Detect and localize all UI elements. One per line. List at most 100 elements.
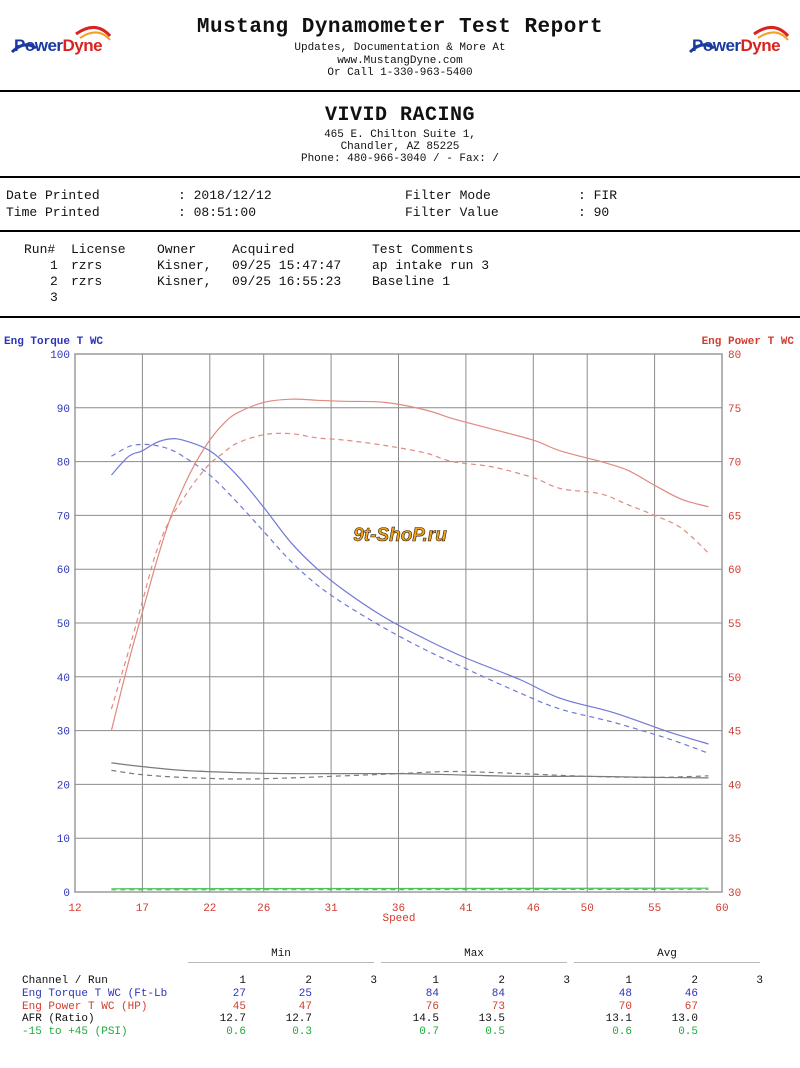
x-tick-label: 22 — [203, 903, 216, 915]
summary-value: 0.6 — [226, 1025, 246, 1038]
y-right-tick-label: 35 — [728, 834, 741, 846]
summary-value: 25 — [298, 988, 312, 1000]
run-acquired: 09/25 16:55:23 — [232, 274, 342, 289]
shop-address-2: Chandler, AZ 85225 — [340, 141, 460, 153]
summary-group-min: Min — [271, 948, 291, 960]
runs-header-run: Run# — [24, 242, 56, 257]
watermark-logo: 9t-ShoP.ru — [353, 525, 447, 546]
summary-value: 14.5 — [412, 1013, 439, 1025]
divider — [0, 316, 800, 318]
run-owner: Kisner, — [157, 258, 212, 273]
logo-text-power: Power — [14, 36, 63, 55]
run-number: 3 — [50, 290, 58, 305]
y-right-tick-label: 60 — [728, 565, 741, 577]
y-left-tick-label: 70 — [57, 511, 70, 523]
date-printed-label: Date Printed — [6, 188, 100, 203]
logo-swoosh-icon — [688, 26, 790, 54]
left-axis-title: Eng Torque T WC — [4, 336, 104, 348]
y-left-tick-label: 50 — [57, 619, 70, 631]
runs-header-acquired: Acquired — [232, 242, 295, 257]
summary-value: 73 — [491, 1000, 505, 1013]
summary-run-header: 1 — [239, 975, 246, 987]
filter-mode-value: : FIR — [578, 188, 618, 203]
y-left-tick-label: 100 — [50, 350, 70, 362]
summary-value: 46 — [684, 988, 698, 1000]
shop-name: VIVID RACING — [324, 104, 476, 127]
filter-value-label: Filter Value — [405, 205, 499, 220]
summary-value: 0.7 — [419, 1025, 439, 1038]
run-acquired: 09/25 15:47:47 — [232, 258, 342, 273]
summary-divider — [574, 962, 760, 963]
shop-address-1: 465 E. Chilton Suite 1, — [324, 129, 476, 141]
time-printed-value: : 08:51:00 — [178, 205, 257, 220]
summary-value: 67 — [684, 1000, 698, 1013]
right-axis-title: Eng Power T WC — [701, 336, 794, 348]
time-printed-label: Time Printed — [6, 205, 100, 220]
summary-run-header: 3 — [563, 975, 570, 987]
y-left-tick-label: 40 — [57, 673, 70, 685]
summary-value: 27 — [232, 988, 246, 1000]
filter-value-value: : 90 — [578, 205, 610, 220]
y-left-tick-label: 30 — [57, 727, 70, 739]
y-left-tick-label: 60 — [57, 565, 70, 577]
run-license: rzrs — [71, 274, 103, 289]
filter-mode-label: Filter Mode — [405, 188, 491, 203]
y-left-tick-label: 90 — [57, 404, 70, 416]
summary-row-label: -15 to +45 (PSI) — [22, 1025, 128, 1038]
x-tick-label: 60 — [715, 903, 728, 915]
divider — [0, 230, 800, 232]
y-left-tick-label: 80 — [57, 458, 70, 470]
logo-swoosh-icon — [10, 26, 112, 54]
x-tick-label: 26 — [257, 903, 270, 915]
divider — [0, 90, 800, 92]
logo-text-dyne: Dyne — [740, 36, 781, 55]
summary-value: 48 — [618, 988, 632, 1000]
y-left-tick-label: 20 — [57, 780, 70, 792]
powerdyne-logo-right: PowerDyne — [684, 18, 794, 64]
series-line-afr-ratio-run-2 — [111, 769, 709, 780]
run-comment: ap intake run 3 — [372, 258, 490, 273]
summary-value: 76 — [425, 1000, 439, 1013]
summary-group-avg: Avg — [657, 948, 677, 960]
summary-run-header: 1 — [625, 975, 632, 987]
summary-value: 84 — [491, 988, 505, 1000]
run-number: 2 — [50, 274, 58, 289]
summary-run-header: 1 — [432, 975, 439, 987]
y-right-tick-label: 55 — [728, 619, 741, 631]
summary-run-header: 3 — [756, 975, 763, 987]
x-axis-label: Speed — [382, 913, 415, 925]
summary-value: 47 — [298, 1000, 312, 1013]
chart-ticks: 12 17 22 26 31 36 41 46 50 55 60 0 10 20 30 40 50 60 70 80 9… — [50, 350, 741, 915]
series-line--15-to-45-psi-run-1 — [111, 887, 709, 890]
series-line--15-to-45-psi-run-2 — [111, 888, 709, 891]
series-line-eng-power-t-wc-hp-run-1 — [110, 398, 709, 731]
series-line-eng-power-t-wc-hp-run-2 — [110, 432, 709, 710]
y-right-tick-label: 75 — [728, 404, 741, 416]
summary-value: 70 — [618, 1000, 632, 1013]
shop-phone: Phone: 480-966-3040 / - Fax: / — [300, 153, 500, 165]
y-right-tick-label: 80 — [728, 350, 741, 362]
summary-value: 0.5 — [678, 1025, 698, 1038]
date-printed-value: : 2018/12/12 — [178, 188, 272, 203]
runs-header-owner: Owner — [157, 242, 197, 257]
x-tick-label: 41 — [459, 903, 473, 915]
y-right-tick-label: 40 — [728, 780, 741, 792]
summary-channel-header: Channel / Run — [22, 975, 108, 987]
runs-header-license: License — [71, 242, 126, 257]
summary-value: 84 — [425, 988, 439, 1000]
divider — [0, 176, 800, 178]
summary-value: 12.7 — [219, 1013, 246, 1025]
logo-text-power: Power — [692, 36, 741, 55]
header-phone: Or Call 1-330-963-5400 — [327, 67, 473, 79]
header-line-1: Updates, Documentation & More At — [294, 42, 506, 54]
run-number: 1 — [50, 258, 58, 273]
summary-row-label: Eng Torque T WC (Ft-Lb — [22, 988, 168, 1000]
y-left-tick-label: 10 — [57, 834, 70, 846]
summary-value: 0.5 — [485, 1025, 505, 1038]
summary-value: 13.1 — [605, 1013, 632, 1025]
runs-header-comments: Test Comments — [372, 242, 474, 257]
run-comment: Baseline 1 — [372, 274, 451, 289]
summary-value: 0.6 — [612, 1025, 632, 1038]
summary-divider — [188, 962, 374, 963]
logo-text-dyne: Dyne — [62, 36, 103, 55]
